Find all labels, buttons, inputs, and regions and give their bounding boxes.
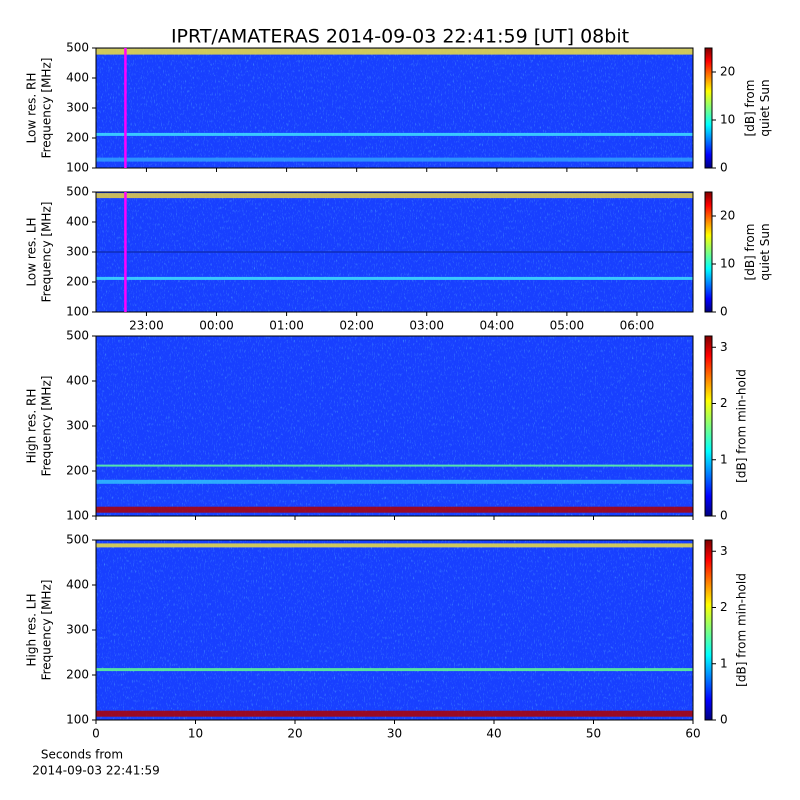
spectrogram-band xyxy=(96,479,693,484)
y-tick-label: 100 xyxy=(66,713,89,727)
x-tick-label: 20 xyxy=(287,727,302,741)
y-tick-label: 200 xyxy=(66,668,89,682)
spectrogram-band xyxy=(96,132,693,136)
x-axis-label: Seconds from xyxy=(41,748,123,762)
y-tick-label: 500 xyxy=(66,329,89,343)
spectrogram-noise xyxy=(96,336,693,516)
spectrogram-band xyxy=(96,193,693,199)
y-tick-label: 400 xyxy=(66,578,89,592)
x-tick-label: 06:00 xyxy=(620,319,655,333)
spectrogram-noise xyxy=(96,540,693,720)
y-tick-label: 200 xyxy=(66,464,89,478)
spectrogram-band xyxy=(96,48,693,55)
colorbar xyxy=(704,191,713,313)
y-tick-label: 300 xyxy=(66,245,89,259)
y-tick-label: 100 xyxy=(66,305,89,319)
x-tick-label: 10 xyxy=(188,727,203,741)
spectrogram-band xyxy=(96,464,693,467)
x-tick-label: 60 xyxy=(685,727,700,741)
x-tick-label: 03:00 xyxy=(409,319,444,333)
y-axis-label: High res. LH xyxy=(25,593,39,666)
colorbar-tick-label: 0 xyxy=(720,161,728,175)
y-tick-label: 200 xyxy=(66,275,89,289)
spectrogram-band xyxy=(96,251,693,253)
colorbar-label: [dB] from xyxy=(743,224,757,281)
colorbar-tick-label: 0 xyxy=(720,509,728,523)
colorbar-tick-label: 2 xyxy=(720,396,728,410)
y-tick-label: 500 xyxy=(66,533,89,547)
y-axis-label: Frequency [MHz] xyxy=(40,202,54,303)
colorbar-tick-label: 1 xyxy=(720,656,728,670)
y-tick-label: 200 xyxy=(66,131,89,145)
y-tick-label: 500 xyxy=(66,41,89,55)
spectrogram-band xyxy=(96,710,693,717)
x-tick-label: 02:00 xyxy=(339,319,374,333)
spectrogram-band xyxy=(96,157,693,162)
y-axis-label: Frequency [MHz] xyxy=(40,58,54,159)
colorbar-label: quiet Sun xyxy=(758,223,772,280)
colorbar xyxy=(704,47,713,169)
figure-title: IPRT/AMATERAS 2014-09-03 22:41:59 [UT] 0… xyxy=(171,26,629,48)
colorbar-label: [dB] from min-hold xyxy=(735,573,749,687)
spectrogram-band xyxy=(96,668,693,672)
colorbar-tick-label: 3 xyxy=(720,340,728,354)
colorbar-tick-label: 10 xyxy=(720,257,735,271)
colorbar-label: [dB] from xyxy=(743,80,757,137)
y-tick-label: 300 xyxy=(66,101,89,115)
y-tick-label: 100 xyxy=(66,161,89,175)
y-axis-label: Frequency [MHz] xyxy=(40,580,54,681)
y-tick-label: 400 xyxy=(66,71,89,85)
colorbar-label: quiet Sun xyxy=(758,79,772,136)
x-tick-label: 23:00 xyxy=(129,319,164,333)
x-tick-label: 0 xyxy=(92,727,100,741)
colorbar-tick-label: 2 xyxy=(720,600,728,614)
x-tick-label: 00:00 xyxy=(199,319,234,333)
colorbar xyxy=(704,335,713,517)
y-axis-label: Frequency [MHz] xyxy=(40,376,54,477)
colorbar-tick-label: 1 xyxy=(720,452,728,466)
spectrogram-band xyxy=(96,506,693,513)
colorbar-tick-label: 3 xyxy=(720,544,728,558)
y-tick-label: 500 xyxy=(66,185,89,199)
colorbar-tick-label: 0 xyxy=(720,305,728,319)
x-tick-label: 01:00 xyxy=(269,319,304,333)
spectrogram-noise xyxy=(96,48,693,168)
x-tick-label: 40 xyxy=(486,727,501,741)
y-axis-label: High res. RH xyxy=(25,389,39,464)
x-tick-label: 30 xyxy=(387,727,402,741)
x-axis-label: 2014-09-03 22:41:59 xyxy=(32,764,159,778)
y-axis-label: Low res. RH xyxy=(25,73,39,144)
colorbar-tick-label: 10 xyxy=(720,113,735,127)
spectrogram-band xyxy=(96,276,693,280)
y-tick-label: 300 xyxy=(66,623,89,637)
x-tick-label: 04:00 xyxy=(480,319,515,333)
y-axis-label: Low res. LH xyxy=(25,217,39,286)
y-tick-label: 100 xyxy=(66,509,89,523)
colorbar xyxy=(704,539,713,721)
colorbar-tick-label: 20 xyxy=(720,65,735,79)
colorbar-label: [dB] from min-hold xyxy=(735,369,749,483)
colorbar-tick-label: 20 xyxy=(720,209,735,223)
spectrogram-band xyxy=(96,543,693,548)
y-tick-label: 300 xyxy=(66,419,89,433)
y-tick-label: 400 xyxy=(66,374,89,388)
x-tick-label: 05:00 xyxy=(550,319,585,333)
colorbar-tick-label: 0 xyxy=(720,713,728,727)
y-tick-label: 400 xyxy=(66,215,89,229)
x-tick-label: 50 xyxy=(586,727,601,741)
